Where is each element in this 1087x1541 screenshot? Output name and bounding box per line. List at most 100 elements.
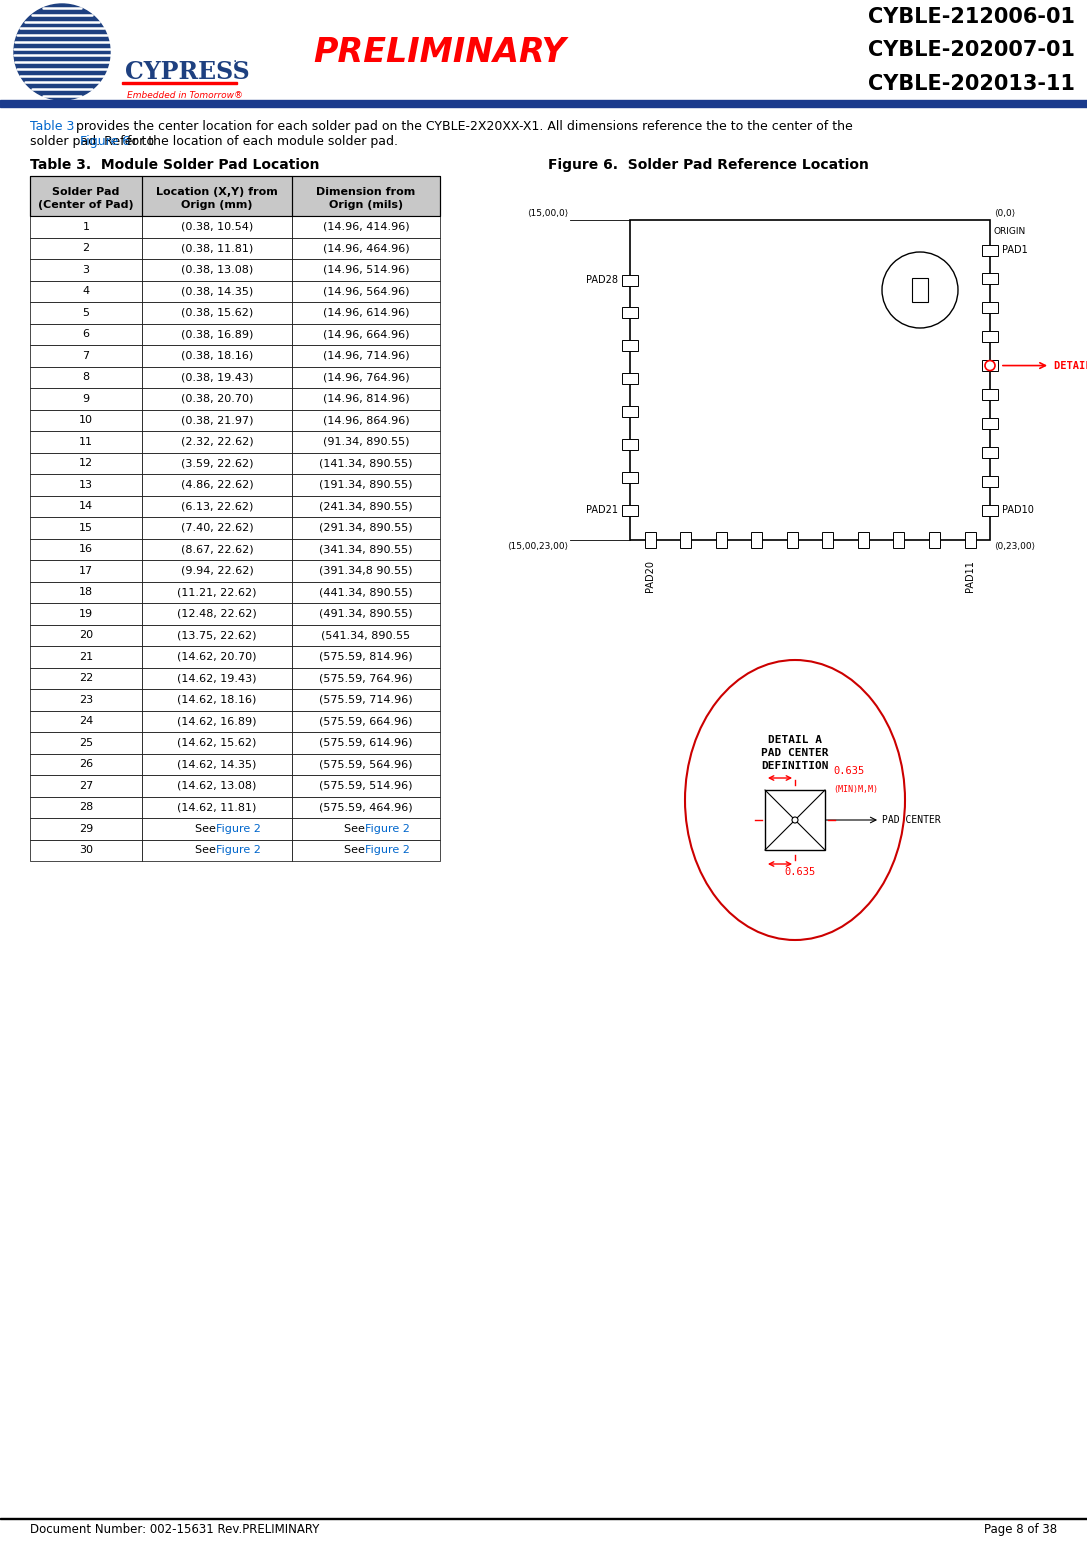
- Bar: [142, 516, 292, 538]
- Text: Orign (mils): Orign (mils): [329, 200, 403, 210]
- Bar: [142, 581, 292, 603]
- Bar: [142, 646, 292, 667]
- Text: Solder Pad: Solder Pad: [52, 186, 120, 197]
- Bar: [982, 418, 998, 428]
- Text: PAD28: PAD28: [586, 274, 619, 285]
- Bar: [30, 754, 142, 775]
- Bar: [30, 302, 142, 324]
- Bar: [292, 797, 440, 818]
- Text: 14: 14: [79, 501, 93, 512]
- Bar: [30, 818, 142, 840]
- Text: 10: 10: [79, 415, 93, 425]
- Bar: [142, 388, 292, 410]
- Bar: [30, 689, 142, 710]
- Bar: [292, 280, 440, 302]
- Bar: [30, 280, 142, 302]
- Text: DETAIL A: DETAIL A: [1054, 361, 1087, 370]
- Text: 20: 20: [79, 630, 93, 640]
- Text: (14.96, 664.96): (14.96, 664.96): [323, 330, 409, 339]
- Bar: [30, 559, 142, 581]
- Text: (575.59, 614.96): (575.59, 614.96): [320, 738, 413, 747]
- Text: (341.34, 890.55): (341.34, 890.55): [320, 544, 413, 555]
- Text: (0.38, 15.62): (0.38, 15.62): [180, 308, 253, 317]
- Text: (14.62, 20.70): (14.62, 20.70): [177, 652, 257, 661]
- Text: (575.59, 814.96): (575.59, 814.96): [320, 652, 413, 661]
- Bar: [292, 538, 440, 559]
- Text: PAD11: PAD11: [965, 559, 975, 592]
- Text: (575.59, 514.96): (575.59, 514.96): [320, 781, 413, 791]
- Text: Figure 6.  Solder Pad Reference Location: Figure 6. Solder Pad Reference Location: [548, 159, 869, 173]
- Text: (575.59, 714.96): (575.59, 714.96): [320, 695, 413, 704]
- Text: (14.62, 16.89): (14.62, 16.89): [177, 717, 257, 726]
- Bar: [292, 453, 440, 475]
- Bar: [142, 538, 292, 559]
- Text: 5: 5: [83, 308, 89, 317]
- Text: PAD10: PAD10: [1002, 505, 1034, 515]
- Text: Embedded in Tomorrow®: Embedded in Tomorrow®: [127, 91, 243, 100]
- Bar: [292, 754, 440, 775]
- Bar: [142, 797, 292, 818]
- Bar: [964, 532, 975, 549]
- Text: (575.59, 764.96): (575.59, 764.96): [320, 673, 413, 683]
- Bar: [142, 453, 292, 475]
- Text: 4: 4: [83, 287, 89, 296]
- Text: Figure 2: Figure 2: [365, 824, 410, 834]
- Bar: [292, 259, 440, 280]
- Bar: [142, 410, 292, 431]
- Bar: [30, 216, 142, 237]
- Bar: [142, 176, 292, 216]
- Text: (14.96, 414.96): (14.96, 414.96): [323, 222, 410, 231]
- Bar: [982, 361, 998, 371]
- Bar: [292, 496, 440, 516]
- Bar: [622, 504, 638, 516]
- Bar: [30, 453, 142, 475]
- Bar: [30, 176, 142, 216]
- Bar: [30, 496, 142, 516]
- Bar: [822, 532, 834, 549]
- Bar: [30, 646, 142, 667]
- Bar: [292, 324, 440, 345]
- Bar: [894, 532, 904, 549]
- Text: (0.38, 18.16): (0.38, 18.16): [180, 351, 253, 361]
- Bar: [142, 237, 292, 259]
- Bar: [30, 259, 142, 280]
- Bar: [292, 840, 440, 861]
- Text: (14.62, 19.43): (14.62, 19.43): [177, 673, 257, 683]
- Text: Figure 2: Figure 2: [216, 824, 261, 834]
- Bar: [292, 516, 440, 538]
- Bar: [292, 581, 440, 603]
- Bar: [30, 237, 142, 259]
- Bar: [622, 439, 638, 450]
- Text: (9.94, 22.62): (9.94, 22.62): [180, 566, 253, 576]
- Text: 28: 28: [79, 803, 93, 812]
- Text: 17: 17: [79, 566, 93, 576]
- Bar: [142, 259, 292, 280]
- Text: (MIN)M,M): (MIN)M,M): [833, 784, 878, 794]
- Bar: [142, 840, 292, 861]
- Text: ⟨15,00,23,00⟩: ⟨15,00,23,00⟩: [507, 542, 569, 552]
- Bar: [30, 710, 142, 732]
- Text: PAD21: PAD21: [586, 505, 619, 515]
- Bar: [929, 532, 940, 549]
- Text: (14.96, 464.96): (14.96, 464.96): [323, 243, 410, 253]
- Text: See: See: [195, 846, 220, 855]
- Text: (0.38, 16.89): (0.38, 16.89): [180, 330, 253, 339]
- Text: See: See: [195, 824, 220, 834]
- Bar: [142, 345, 292, 367]
- Bar: [30, 367, 142, 388]
- Text: 19: 19: [79, 609, 93, 619]
- Text: 1: 1: [83, 222, 89, 231]
- Text: (241.34, 890.55): (241.34, 890.55): [320, 501, 413, 512]
- Text: (575.59, 564.96): (575.59, 564.96): [320, 760, 413, 769]
- Bar: [292, 646, 440, 667]
- Text: Table 3.  Module Solder Pad Location: Table 3. Module Solder Pad Location: [30, 159, 320, 173]
- Bar: [787, 532, 798, 549]
- Text: (14.62, 18.16): (14.62, 18.16): [177, 695, 257, 704]
- Text: See: See: [343, 824, 368, 834]
- Text: Document Number: 002-15631 Rev.PRELIMINARY: Document Number: 002-15631 Rev.PRELIMINA…: [30, 1523, 320, 1536]
- Bar: [142, 324, 292, 345]
- Text: Figure 2: Figure 2: [365, 846, 410, 855]
- Text: (2.32, 22.62): (2.32, 22.62): [180, 436, 253, 447]
- Bar: [292, 176, 440, 216]
- Bar: [982, 476, 998, 487]
